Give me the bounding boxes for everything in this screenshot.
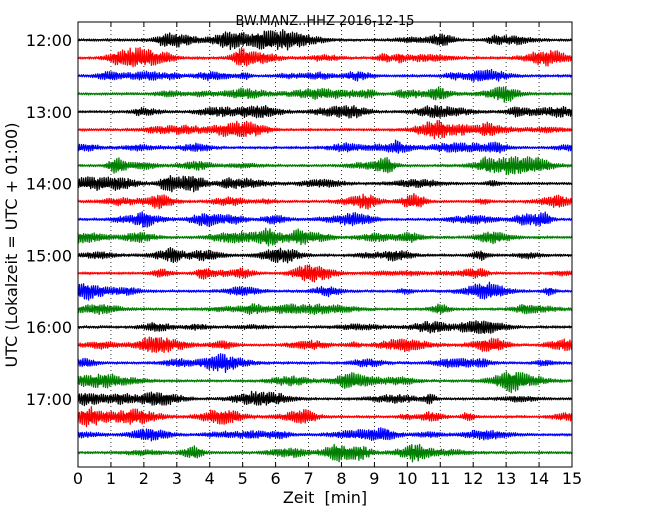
trace-1515 bbox=[77, 264, 573, 283]
trace-1530 bbox=[77, 281, 573, 301]
trace-1230 bbox=[77, 68, 573, 82]
x-tick-label: 8 bbox=[336, 469, 346, 488]
trace-1245 bbox=[77, 86, 573, 103]
x-tick-label: 3 bbox=[172, 469, 182, 488]
trace-1400 bbox=[77, 175, 573, 193]
x-tick-label: 5 bbox=[238, 469, 248, 488]
trace-1345 bbox=[77, 155, 573, 176]
trace-1615 bbox=[77, 336, 573, 354]
trace-1715 bbox=[77, 406, 573, 428]
x-axis: 0 1 2 3 4 5 6 7 8 9 10 11 12 13 14 15 bbox=[73, 22, 582, 488]
x-tick-label: 2 bbox=[139, 469, 149, 488]
trace-1500 bbox=[77, 246, 573, 264]
x-tick-label: 11 bbox=[430, 469, 450, 488]
seismogram-traces bbox=[77, 29, 573, 463]
y-tick-label: 12:00 bbox=[26, 31, 72, 50]
trace-1545 bbox=[77, 303, 573, 316]
x-tick-label: 10 bbox=[397, 469, 417, 488]
y-tick-label: 15:00 bbox=[26, 246, 72, 265]
y-tick-label: 16:00 bbox=[26, 318, 72, 337]
x-tick-label: 14 bbox=[529, 469, 549, 488]
trace-1200 bbox=[77, 29, 573, 51]
trace-1415 bbox=[77, 193, 573, 210]
trace-1330 bbox=[77, 139, 573, 154]
x-tick-label: 0 bbox=[73, 469, 83, 488]
x-tick-label: 1 bbox=[106, 469, 116, 488]
y-axis: 12:00 13:00 14:00 15:00 16:00 17:00 bbox=[26, 31, 572, 409]
trace-1315 bbox=[77, 119, 573, 140]
trace-1430 bbox=[77, 211, 573, 228]
trace-1215 bbox=[77, 46, 573, 68]
trace-1630 bbox=[77, 353, 573, 374]
x-axis-label: Zeit [min] bbox=[283, 488, 367, 507]
y-axis-label: UTC (Lokalzeit = UTC + 01:00) bbox=[2, 123, 21, 368]
x-tick-label: 12 bbox=[463, 469, 483, 488]
trace-1730 bbox=[77, 427, 573, 442]
plot-frame bbox=[77, 21, 573, 468]
x-tick-label: 6 bbox=[271, 469, 281, 488]
trace-1600 bbox=[77, 320, 573, 335]
x-tick-label: 7 bbox=[303, 469, 313, 488]
x-tick-label: 4 bbox=[205, 469, 215, 488]
x-tick-label: 13 bbox=[496, 469, 516, 488]
y-tick-label: 13:00 bbox=[26, 103, 72, 122]
x-tick-label: 15 bbox=[562, 469, 582, 488]
trace-1700 bbox=[77, 390, 573, 407]
trace-1445 bbox=[77, 227, 573, 247]
x-tick-label: 9 bbox=[369, 469, 379, 488]
trace-1745 bbox=[77, 443, 573, 463]
y-tick-label: 14:00 bbox=[26, 175, 72, 194]
trace-1300 bbox=[77, 104, 573, 119]
y-tick-label: 17:00 bbox=[26, 390, 72, 409]
trace-1645 bbox=[77, 371, 573, 394]
